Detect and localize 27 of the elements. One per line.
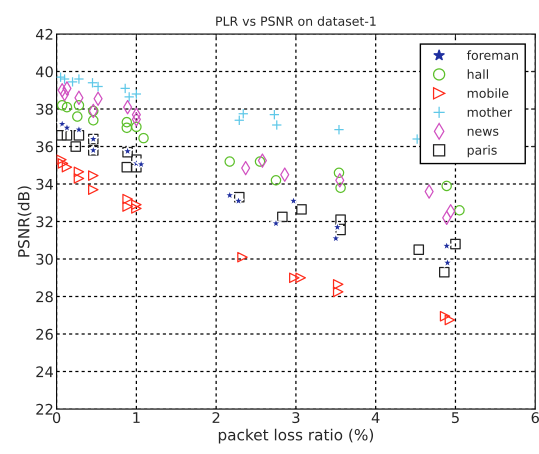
y-tick-label: 28	[36, 291, 53, 302]
x-tick-label: 1	[133, 412, 140, 423]
y-tick-label: 40	[36, 66, 53, 78]
x-tick-label: 4	[372, 412, 380, 423]
legend-label: news	[468, 128, 498, 136]
x-tick-label: 6	[532, 412, 539, 424]
legend-label: foreman	[466, 50, 518, 60]
x-axis-title: packet loss ratio (%)	[218, 428, 374, 444]
y-tick-label: 42	[36, 28, 52, 40]
y-axis-title: PSNR(dB)	[18, 186, 32, 257]
x-tick-label: 5	[452, 412, 459, 424]
x-tick-label: 3	[292, 412, 300, 424]
x-tick-label: 0	[52, 412, 60, 424]
y-tick-label: 34	[36, 178, 53, 190]
legend-label: hall	[468, 69, 488, 79]
x-tick-label: 2	[212, 412, 220, 423]
y-tick-label: 24	[36, 366, 53, 378]
y-tick-label: 38	[36, 104, 53, 115]
y-tick-label: 36	[36, 141, 53, 152]
y-tick-label: 26	[36, 328, 53, 340]
y-tick-label: 22	[36, 404, 52, 415]
legend-label: mobile	[468, 88, 508, 98]
legend-label: paris	[468, 145, 497, 158]
legend-label: mother	[468, 107, 512, 117]
y-tick-label: 32	[36, 216, 52, 228]
chart-title: PLR vs PSNR on dataset-1	[216, 16, 376, 26]
y-tick-label: 30	[36, 254, 53, 265]
